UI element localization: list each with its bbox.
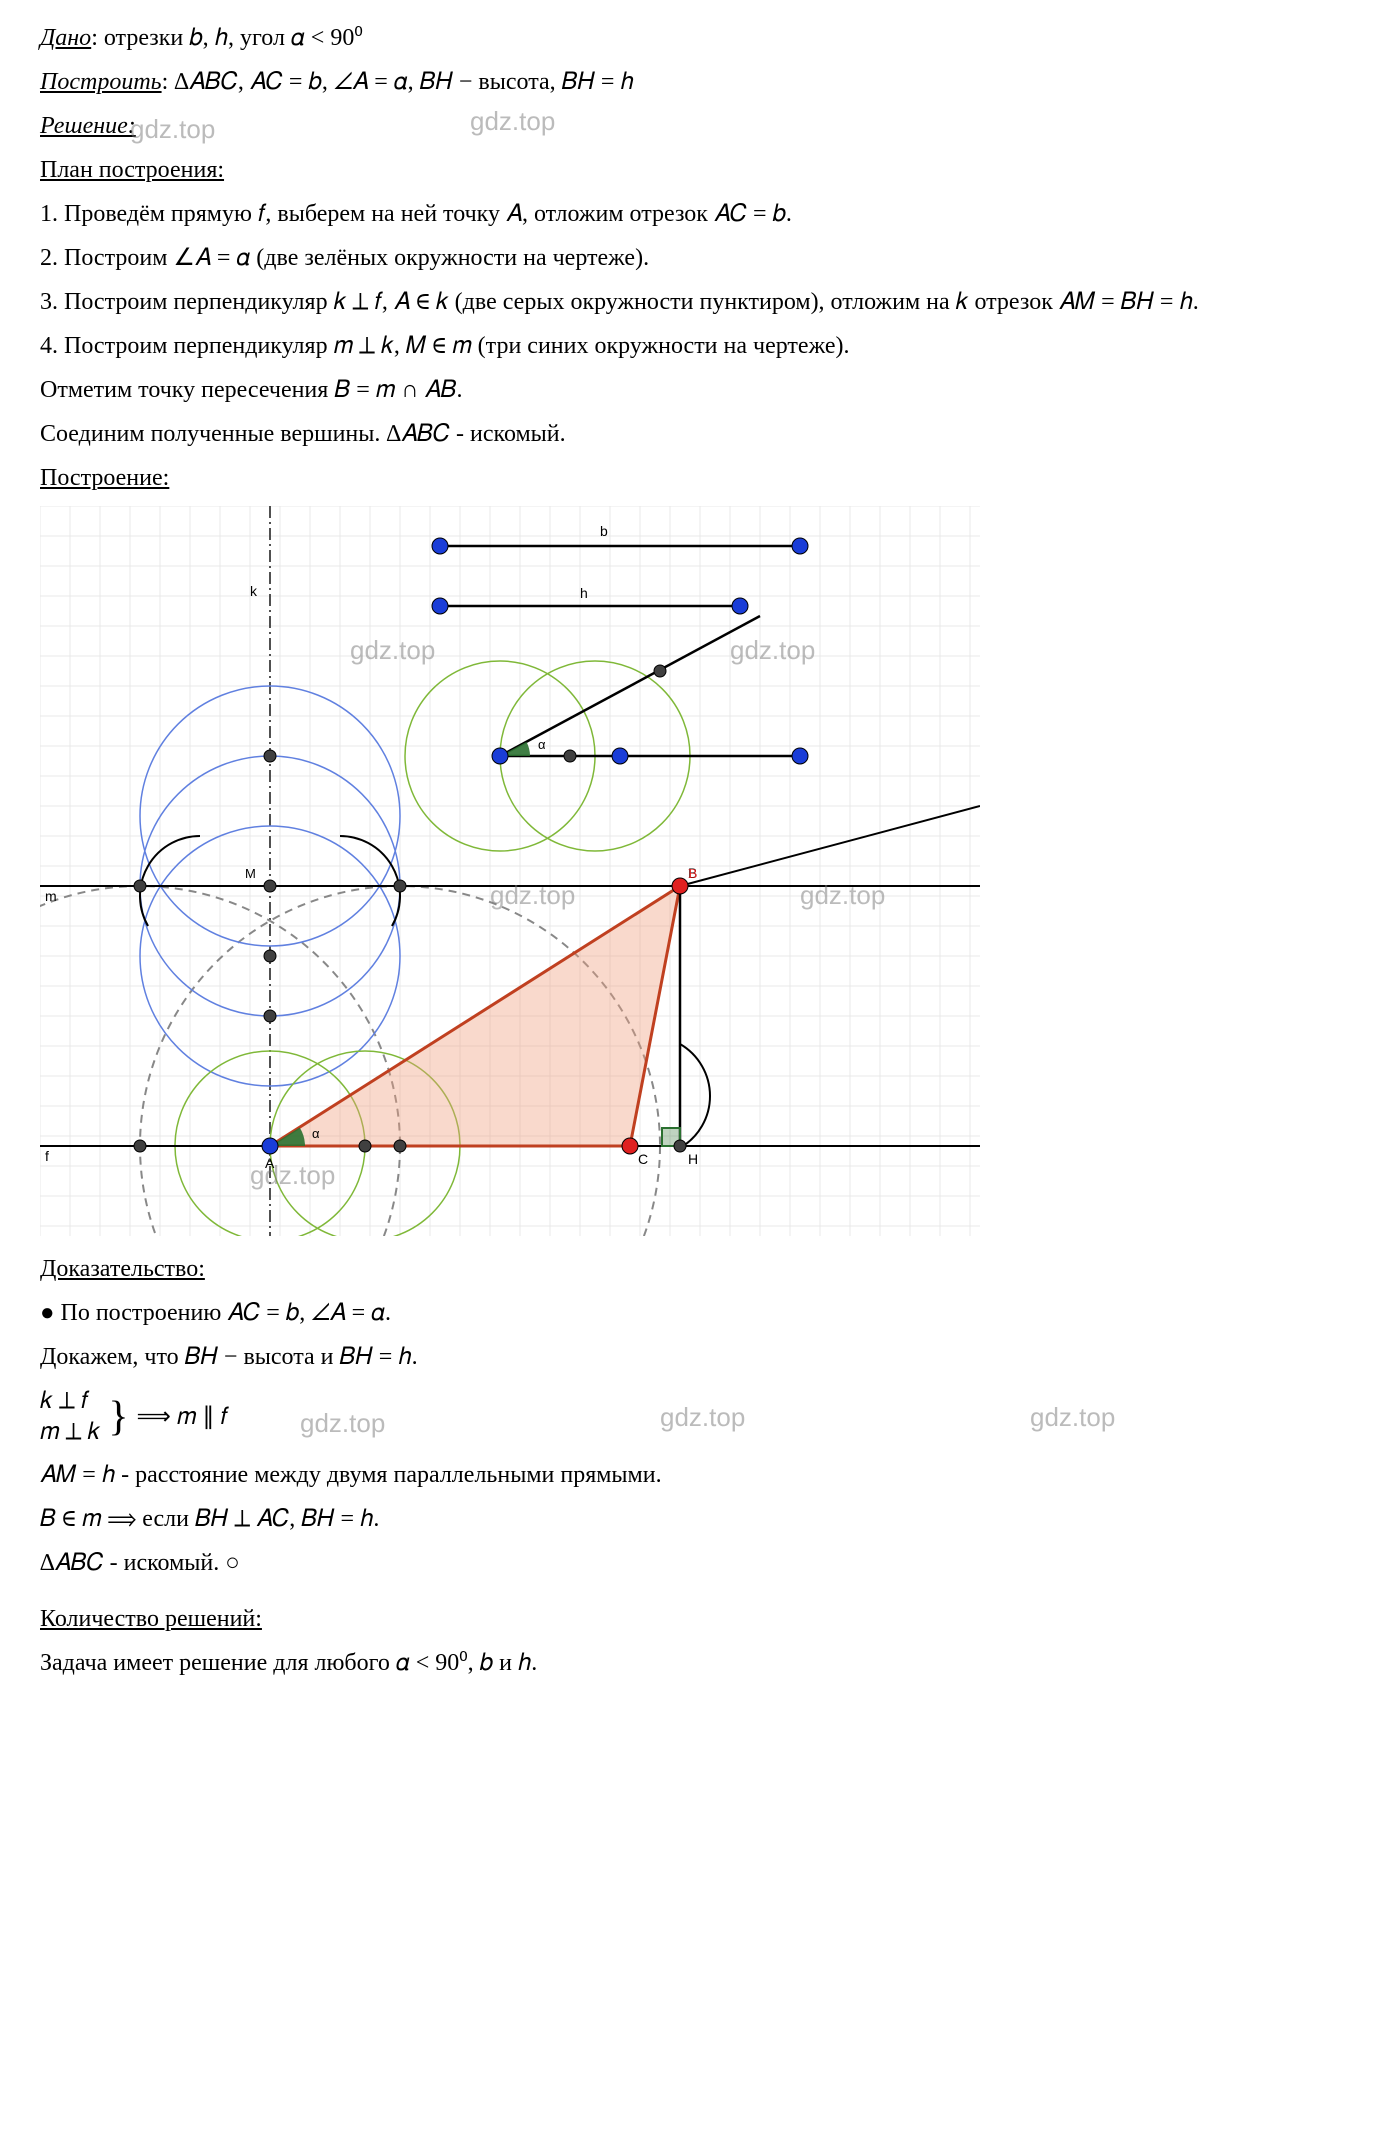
construction-title: Построение: — [40, 460, 1360, 496]
watermark: gdz.top — [1030, 1398, 1115, 1437]
svg-text:f: f — [45, 1148, 49, 1164]
svg-text:b: b — [600, 523, 608, 539]
plan-step-1: 1. Проведём прямую 𝑓, выберем на ней точ… — [40, 196, 1360, 232]
svg-text:k: k — [250, 583, 258, 599]
construct-label: Построить — [40, 69, 162, 95]
svg-text:m: m — [45, 888, 57, 904]
svg-text:C: C — [638, 1151, 648, 1167]
proof-line-5: 𝐵 ∈ 𝑚 ⟹ если 𝐵𝐻 ⊥ 𝐴𝐶, 𝐵𝐻 = ℎ. — [40, 1501, 1360, 1537]
plan-step-6: Соединим полученные вершины. ∆𝐴𝐵𝐶 - иско… — [40, 416, 1360, 452]
brace-bot: 𝑚 ⊥ 𝑘 — [40, 1419, 100, 1445]
solution-label: Решение: — [40, 113, 136, 139]
watermark: gdz.top — [470, 102, 555, 141]
watermark: gdz.top — [300, 1404, 385, 1443]
proof-line-6: ∆𝐴𝐵𝐶 - искомый. ○ — [40, 1545, 1360, 1581]
svg-text:H: H — [688, 1151, 698, 1167]
construct-text: : ∆𝐴𝐵𝐶, 𝐴𝐶 = 𝑏, ∠𝐴 = 𝛼, 𝐵𝐻 − высота, 𝐵𝐻 … — [162, 69, 634, 95]
brace-top: 𝑘 ⊥ 𝑓 — [40, 1388, 88, 1414]
proof-line-1: ● По построению 𝐴𝐶 = 𝑏, ∠𝐴 = 𝛼. — [40, 1295, 1360, 1331]
svg-text:h: h — [580, 585, 588, 601]
given-label: Дано — [40, 25, 91, 51]
given-block: Дано: отрезки 𝑏, ℎ, угол 𝛼 < 90⁰ — [40, 20, 1360, 56]
construct-block: Построить: ∆𝐴𝐵𝐶, 𝐴𝐶 = 𝑏, ∠𝐴 = 𝛼, 𝐵𝐻 − вы… — [40, 64, 1360, 100]
proof-line-4: 𝐴𝑀 = ℎ - расстояние между двумя параллел… — [40, 1457, 1360, 1493]
plan-step-3: 3. Построим перпендикуляр 𝑘 ⊥ 𝑓, 𝐴 ∈ 𝑘 (… — [40, 284, 1360, 320]
svg-text:α: α — [538, 737, 546, 752]
geometry-diagram: bhkmfABBCHMαα — [40, 506, 980, 1236]
solutions-text: Задача имеет решение для любого 𝛼 < 90⁰,… — [40, 1645, 1360, 1681]
svg-text:M: M — [245, 866, 256, 881]
solution-block: Решение: gdz.top gdz.top — [40, 108, 1360, 144]
brace-result: ⟹ 𝑚 ∥ 𝑓 — [136, 1399, 227, 1435]
given-text: : отрезки 𝑏, ℎ, угол 𝛼 < 90⁰ — [91, 25, 363, 51]
svg-text:α: α — [312, 1126, 320, 1141]
proof-brace-block: 𝑘 ⊥ 𝑓 𝑚 ⊥ 𝑘 } ⟹ 𝑚 ∥ 𝑓 gdz.top gdz.top gd… — [40, 1386, 228, 1449]
plan-step-2: 2. Построим ∠𝐴 = 𝛼 (две зелёных окружнос… — [40, 240, 1360, 276]
plan-title: План построения: — [40, 152, 1360, 188]
proof-line-2: Докажем, что 𝐵𝐻 − высота и 𝐵𝐻 = ℎ. — [40, 1339, 1360, 1375]
plan-step-4: 4. Построим перпендикуляр 𝑚 ⊥ 𝑘, 𝑀 ∈ 𝑚 (… — [40, 328, 1360, 364]
proof-title: Доказательство: — [40, 1251, 1360, 1287]
svg-text:B: B — [688, 867, 697, 882]
watermark: gdz.top — [660, 1398, 745, 1437]
plan-step-5: Отметим точку пересечения 𝐵 = 𝑚 ∩ 𝐴𝐵. — [40, 372, 1360, 408]
watermark: gdz.top — [130, 110, 215, 149]
svg-text:A: A — [265, 1155, 275, 1171]
diagram-container: bhkmfABBCHMαα gdz.top gdz.top gdz.top gd… — [40, 506, 1360, 1236]
solutions-title: Количество решений: — [40, 1601, 1360, 1637]
